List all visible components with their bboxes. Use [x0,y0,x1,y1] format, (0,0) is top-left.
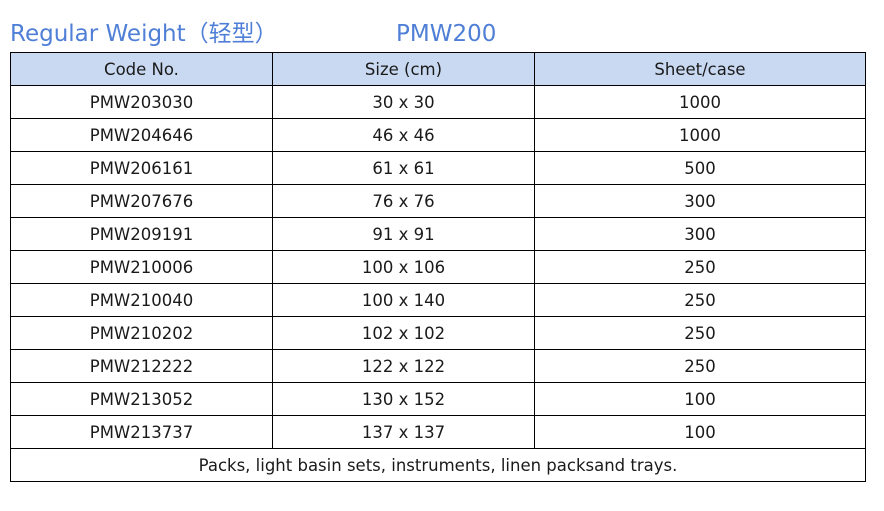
cell-code: PMW210006 [10,250,273,284]
cell-sheets: 250 [534,349,866,383]
product-title: Regular Weight（轻型） [10,21,278,47]
cell-sheets: 250 [534,283,866,317]
cell-code: PMW209191 [10,217,273,251]
header-sheets: Sheet/case [534,52,866,86]
table-row: PMW204646 46 x 46 1000 [10,118,866,152]
table-row: PMW209191 91 x 91 300 [10,217,866,251]
table-row: PMW210006 100 x 106 250 [10,250,866,284]
spec-table: Code No. Size (cm) Sheet/case PMW203030 … [10,52,866,482]
cell-size: 100 x 106 [272,250,535,284]
table-row: PMW213052 130 x 152 100 [10,382,866,416]
table-row: PMW213737 137 x 137 100 [10,415,866,449]
cell-size: 46 x 46 [272,118,535,152]
cell-sheets: 250 [534,250,866,284]
cell-sheets: 300 [534,217,866,251]
cell-size: 30 x 30 [272,85,535,119]
header-row: Code No. Size (cm) Sheet/case [10,52,866,86]
cell-code: PMW206161 [10,151,273,185]
cell-code: PMW203030 [10,85,273,119]
cell-size: 91 x 91 [272,217,535,251]
cell-code: PMW213737 [10,415,273,449]
usage-note: Packs, light basin sets, instruments, li… [10,448,866,482]
cell-sheets: 300 [534,184,866,218]
cell-size: 100 x 140 [272,283,535,317]
cell-sheets: 1000 [534,85,866,119]
footer-row: Packs, light basin sets, instruments, li… [10,448,866,482]
cell-size: 122 x 122 [272,349,535,383]
cell-code: PMW207676 [10,184,273,218]
table-row: PMW203030 30 x 30 1000 [10,85,866,119]
header-size: Size (cm) [272,52,535,86]
table-row: PMW206161 61 x 61 500 [10,151,866,185]
cell-sheets: 1000 [534,118,866,152]
header-code: Code No. [10,52,273,86]
cell-sheets: 500 [534,151,866,185]
table-row: PMW210040 100 x 140 250 [10,283,866,317]
page-heading: Regular Weight（轻型） PMW200 [10,17,870,51]
cell-size: 76 x 76 [272,184,535,218]
cell-size: 130 x 152 [272,382,535,416]
cell-sheets: 100 [534,382,866,416]
cell-code: PMW210040 [10,283,273,317]
cell-code: PMW204646 [10,118,273,152]
cell-code: PMW212222 [10,349,273,383]
table-row: PMW207676 76 x 76 300 [10,184,866,218]
model-number: PMW200 [396,21,497,47]
cell-size: 61 x 61 [272,151,535,185]
cell-size: 102 x 102 [272,316,535,350]
table-row: PMW210202 102 x 102 250 [10,316,866,350]
cell-size: 137 x 137 [272,415,535,449]
cell-sheets: 250 [534,316,866,350]
cell-code: PMW210202 [10,316,273,350]
cell-code: PMW213052 [10,382,273,416]
cell-sheets: 100 [534,415,866,449]
table-row: PMW212222 122 x 122 250 [10,349,866,383]
